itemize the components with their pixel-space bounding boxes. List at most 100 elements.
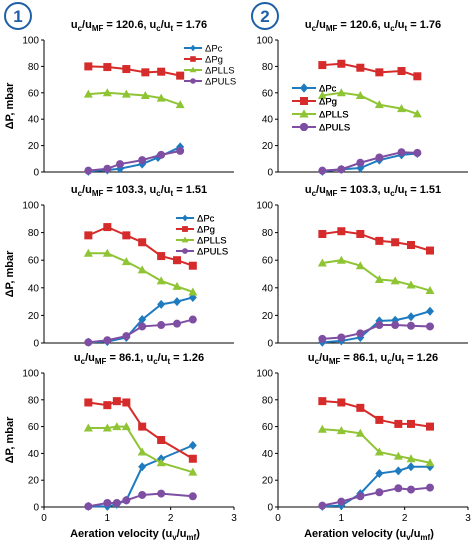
- chart-panel-5: uc/uMF = 86.1, uc/ut = 1.260204060801000…: [4, 214, 237, 543]
- data-point-ΔPULS: [375, 321, 384, 330]
- legend-label-ΔPg: ΔPg: [319, 97, 337, 108]
- legend: ΔPc ΔPg ΔPLLS ΔPULS: [292, 83, 350, 134]
- x-tick-label: 2: [402, 513, 408, 524]
- data-point-ΔPLLS: [121, 89, 131, 98]
- data-point-ΔPg: [176, 71, 185, 80]
- data-point-ΔPLLS: [374, 275, 384, 284]
- data-point-ΔPLLS: [140, 90, 150, 99]
- chart-panel-6: uc/uMF = 86.1, uc/ut = 1.260204060801000…: [256, 83, 471, 542]
- chart-panel-4: uc/uMF = 103.3, uc/ut = 1.51 0 20 40 60 80 100…: [256, 83, 468, 350]
- y-tick-label: 80: [262, 62, 274, 73]
- data-point-ΔPg: [356, 229, 365, 238]
- legend-marker-ΔPLLS: [299, 109, 309, 118]
- y-tick-label: 100: [256, 201, 273, 212]
- legend-label-ΔPLLS: ΔPLLS: [197, 236, 227, 247]
- data-point-ΔPULS: [103, 498, 112, 507]
- data-point-ΔPLLS: [425, 286, 435, 295]
- data-point-ΔPULS: [337, 497, 346, 506]
- data-point-ΔPg: [84, 62, 93, 71]
- data-point-ΔPULS: [112, 498, 121, 507]
- data-point-ΔPc: [394, 466, 403, 476]
- data-point-ΔPg: [375, 236, 384, 245]
- legend-label-ΔPg: ΔPg: [205, 55, 223, 66]
- legend-label-ΔPc: ΔPc: [319, 84, 337, 95]
- chart-title: uc/uMF = 103.3, uc/ut = 1.51: [71, 184, 207, 198]
- data-point-ΔPLLS: [425, 458, 435, 467]
- legend-label-ΔPg: ΔPg: [197, 225, 215, 236]
- data-point-ΔPLLS: [121, 257, 131, 266]
- y-tick-label: 0: [267, 503, 273, 514]
- data-point-ΔPULS: [176, 146, 185, 155]
- y-tick-label: 60: [262, 88, 274, 99]
- data-point-ΔPg: [138, 422, 147, 431]
- x-axis-label: Aeration velocity (uv/umf): [304, 528, 434, 542]
- y-tick-label: 60: [28, 88, 40, 99]
- data-point-ΔPULS: [391, 321, 400, 330]
- y-tick-label: 100: [256, 369, 273, 380]
- legend-marker-ΔPc: [300, 83, 308, 93]
- y-tick-label: 20: [28, 476, 40, 487]
- data-point-ΔPLLS: [102, 248, 112, 257]
- data-point-ΔPg: [413, 72, 422, 81]
- data-point-ΔPULS: [337, 165, 346, 174]
- data-point-ΔPLLS: [355, 90, 365, 99]
- y-tick-label: 80: [262, 228, 274, 239]
- data-point-ΔPg: [122, 65, 131, 74]
- x-tick-label: 1: [339, 513, 345, 524]
- data-point-ΔPULS: [84, 166, 93, 175]
- data-point-ΔPLLS: [390, 276, 400, 285]
- data-point-ΔPc: [173, 297, 181, 307]
- data-point-ΔPg: [188, 261, 197, 270]
- y-tick-label: 100: [22, 201, 39, 212]
- data-point-ΔPULS: [122, 496, 131, 505]
- y-axis-label: ΔP, mbar: [4, 416, 16, 464]
- data-point-ΔPc: [407, 312, 415, 322]
- legend-marker-ΔPULS: [182, 248, 188, 254]
- x-axis-label: Aeration velocity (uv/umf): [70, 528, 200, 542]
- data-point-ΔPLLS: [156, 276, 166, 285]
- y-tick-label: 20: [262, 141, 274, 152]
- y-tick-label: 40: [28, 283, 40, 294]
- data-point-ΔPLLS: [406, 454, 416, 463]
- y-tick-label: 0: [267, 339, 273, 350]
- data-point-ΔPULS: [103, 336, 112, 345]
- x-tick-label: 3: [465, 513, 471, 524]
- data-point-ΔPULS: [138, 322, 147, 331]
- legend-label-ΔPLLS: ΔPLLS: [197, 236, 227, 247]
- data-point-ΔPULS: [426, 483, 434, 492]
- legend-label-ΔPLLS: ΔPLLS: [319, 110, 349, 121]
- legend-label-ΔPULS: ΔPULS: [197, 247, 228, 258]
- data-point-ΔPLLS: [317, 90, 327, 99]
- legend-marker-ΔPg: [300, 97, 308, 105]
- data-point-ΔPLLS: [83, 89, 93, 98]
- data-point-ΔPLLS: [137, 447, 147, 456]
- data-point-ΔPULS: [157, 150, 166, 159]
- x-tick-label: 3: [231, 513, 237, 524]
- data-point-ΔPLLS: [102, 88, 112, 97]
- data-point-ΔPg: [157, 436, 166, 444]
- y-axis-label: ΔP, mbar: [4, 250, 16, 298]
- data-point-ΔPg: [122, 398, 131, 407]
- y-tick-label: 100: [22, 369, 39, 380]
- data-point-ΔPg: [173, 256, 181, 265]
- legend-marker-ΔPc: [190, 44, 196, 52]
- data-point-ΔPg: [84, 398, 93, 407]
- data-point-ΔPg: [318, 229, 327, 238]
- y-tick-label: 80: [28, 395, 40, 406]
- legend-label-ΔPLLS: ΔPLLS: [319, 110, 349, 121]
- series-line-ΔPLLS: [322, 428, 431, 464]
- y-axis-label: ΔP, mbar: [4, 82, 16, 130]
- data-point-ΔPULS: [426, 322, 434, 331]
- data-point-ΔPULS: [407, 485, 415, 494]
- x-tick-label: 0: [41, 513, 47, 524]
- data-point-ΔPULS: [122, 332, 131, 341]
- data-point-ΔPLLS: [112, 422, 122, 431]
- legend-label-ΔPULS: ΔPULS: [205, 77, 236, 88]
- data-point-ΔPULS: [138, 490, 147, 499]
- badge-2: 2: [251, 2, 279, 30]
- y-tick-label: 100: [22, 36, 39, 47]
- y-tick-label: 40: [262, 283, 274, 294]
- y-tick-label: 40: [28, 449, 40, 460]
- data-point-ΔPc: [188, 440, 197, 450]
- data-point-ΔPg: [112, 397, 121, 406]
